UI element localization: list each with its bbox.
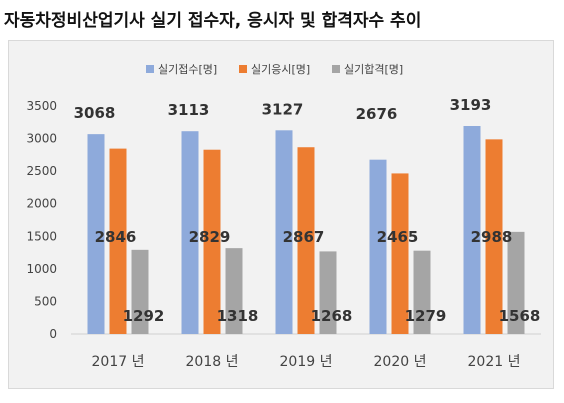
data-label-2-1: 2846 bbox=[95, 228, 137, 246]
data-label-2-3: 2867 bbox=[283, 228, 325, 246]
y-tick-label-3000: 3000 bbox=[26, 132, 57, 146]
data-label-1-5: 3193 bbox=[450, 96, 492, 114]
bar-3-3 bbox=[319, 251, 337, 334]
data-label-1-4: 2676 bbox=[356, 105, 398, 123]
bar-chart: 실기접수[명] 실기응시[명] 실기합격[명] 0 500 1000 1500 2000 25… bbox=[26, 63, 541, 370]
bar-2-1 bbox=[109, 148, 127, 334]
bar-3-4 bbox=[413, 250, 431, 334]
data-label-3-1: 1292 bbox=[123, 307, 165, 325]
y-tick-label-3500: 3500 bbox=[26, 99, 57, 113]
bar-1-1 bbox=[87, 134, 105, 334]
data-label-1-1: 3068 bbox=[74, 104, 116, 122]
bar-2-3 bbox=[297, 147, 315, 334]
data-label-3-3: 1268 bbox=[311, 307, 353, 325]
data-label-3-2: 1318 bbox=[217, 307, 259, 325]
y-tick-label-500: 500 bbox=[34, 294, 57, 308]
legend-swatch-3 bbox=[332, 65, 340, 73]
bar-1-3 bbox=[275, 130, 293, 334]
legend-swatch-1 bbox=[146, 65, 154, 73]
chart-area: 실기접수[명] 실기응시[명] 실기합격[명] 0 500 1000 1500 2000 25… bbox=[8, 40, 554, 389]
x-tick-label-4: 2020 년 bbox=[374, 354, 427, 370]
y-tick-label-2500: 2500 bbox=[26, 164, 57, 178]
data-label-1-2: 3113 bbox=[168, 101, 210, 119]
x-tick-label-1: 2017 년 bbox=[92, 354, 145, 370]
bar-1-4 bbox=[369, 159, 387, 334]
bar-1-5 bbox=[463, 125, 481, 334]
y-tick-label-1000: 1000 bbox=[26, 262, 57, 276]
legend-label-2: 실기응시[명] bbox=[251, 63, 310, 76]
x-tick-label-3: 2019 년 bbox=[280, 354, 333, 370]
x-tick-label-5: 2021 년 bbox=[468, 354, 521, 370]
legend-swatch-2 bbox=[239, 65, 247, 73]
bar-2-5 bbox=[485, 139, 503, 334]
bar-1-2 bbox=[181, 131, 199, 334]
x-tick-label-2: 2018 년 bbox=[186, 354, 239, 370]
legend-label-1: 실기접수[명] bbox=[158, 63, 217, 76]
bar-3-1 bbox=[131, 249, 149, 334]
y-tick-label-1500: 1500 bbox=[26, 229, 57, 243]
bar-2-2 bbox=[203, 149, 221, 334]
y-tick-label-2000: 2000 bbox=[26, 197, 57, 211]
legend-label-3: 실기합격[명] bbox=[344, 63, 403, 76]
x-axis: 2017 년 2018 년 2019 년 2020 년 2021 년 bbox=[92, 354, 521, 370]
data-label-3-5: 1568 bbox=[499, 307, 541, 325]
data-label-2-4: 2465 bbox=[377, 228, 419, 246]
y-tick-label-0: 0 bbox=[49, 327, 57, 341]
chart-data-labels: 3068 2846 1292 3113 2829 1318 3127 2867 1268 2676… bbox=[74, 96, 541, 325]
bar-2-4 bbox=[391, 173, 409, 334]
chart-bars bbox=[87, 125, 525, 334]
data-label-2-2: 2829 bbox=[189, 228, 231, 246]
data-label-2-5: 2988 bbox=[471, 228, 513, 246]
chart-legend: 실기접수[명] 실기응시[명] 실기합격[명] bbox=[146, 63, 403, 76]
y-axis: 0 500 1000 1500 2000 2500 3000 3500 bbox=[26, 99, 57, 341]
data-label-1-3: 3127 bbox=[262, 100, 304, 118]
bar-3-5 bbox=[507, 231, 525, 334]
page-title: 자동차정비산업기사 실기 접수자, 응시자 및 합격자수 추이 bbox=[4, 11, 422, 31]
data-label-3-4: 1279 bbox=[405, 307, 447, 325]
bar-3-2 bbox=[225, 248, 243, 334]
